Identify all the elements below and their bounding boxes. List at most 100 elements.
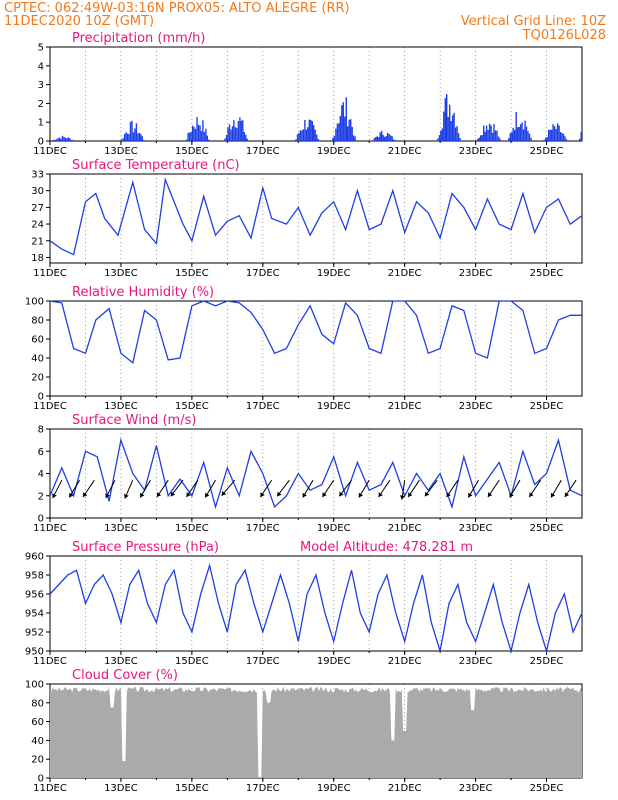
wind-arrow-head (124, 493, 129, 499)
x-tick-label: 15DEC (175, 401, 209, 412)
panel-5: Surface Pressure (hPa) Model Altitude: 47… (25, 540, 583, 667)
panel-3: Relative Humidity (%) 0 20 40 60 80 100 11DEC 13… (25, 285, 583, 412)
x-tick-label: 25DEC (530, 268, 564, 279)
precip-bar (528, 133, 531, 141)
precip-bar (194, 128, 197, 141)
precip-bar (305, 129, 308, 141)
x-tick-label: 15DEC (175, 146, 209, 157)
precip-bar (314, 129, 316, 141)
y-tick-label: 27 (31, 203, 44, 214)
precip-bar (317, 139, 319, 141)
precip-bar (438, 135, 441, 141)
precip-bar (203, 132, 206, 141)
x-tick-label: 23DEC (459, 268, 493, 279)
series-line (49, 437, 583, 510)
precip-bar (378, 137, 380, 141)
x-tick-label: 23DEC (459, 146, 493, 157)
y-tick-label: 21 (31, 236, 44, 247)
precip-bar (511, 132, 513, 141)
cloud-area (50, 686, 582, 778)
precip-bar (348, 119, 350, 141)
precip-bar (72, 139, 74, 141)
precip-bar (548, 129, 550, 141)
precip-bar (239, 117, 241, 141)
y-tick-label: 952 (25, 628, 44, 639)
panel-4: Surface Wind (m/s) 0 2 4 6 8 11DEC 13DEC 15DEC 17… (33, 413, 583, 534)
wind-arrow-head (322, 492, 327, 497)
x-tick-label: 13DEC (104, 146, 138, 157)
precip-bar (66, 138, 68, 141)
x-tick-label: 17DEC (246, 523, 280, 534)
precip-bar (208, 139, 210, 141)
precip-bar (556, 123, 559, 141)
precip-bar (373, 138, 375, 141)
precip-bar (310, 119, 312, 141)
precip-bar (558, 125, 560, 141)
x-tick-label: 15DEC (175, 656, 209, 667)
x-tick-label: 25DEC (530, 783, 564, 794)
precip-bar (351, 126, 353, 141)
x-tick-label: 13DEC (104, 523, 138, 534)
y-tick-label: 958 (25, 571, 44, 582)
precip-bar (231, 126, 234, 141)
precip-bar (481, 135, 483, 141)
precip-bar (490, 125, 492, 141)
x-tick-label: 15DEC (175, 783, 209, 794)
precip-bar (499, 138, 501, 141)
precip-bar (379, 132, 381, 141)
y-tick-label: 4 (38, 61, 44, 72)
precip-bar (304, 120, 306, 141)
precip-bar (335, 128, 337, 141)
precip-bar (58, 137, 61, 141)
y-tick-label: 950 (25, 647, 44, 658)
x-tick-label: 19DEC (317, 401, 351, 412)
wind-arrow-head (339, 491, 344, 497)
wind-arrow-head (140, 492, 145, 498)
precip-bar (301, 130, 303, 141)
x-tick-label: 11DEC (33, 268, 67, 279)
precip-bar (551, 129, 553, 141)
precip-bar (193, 127, 195, 141)
x-tick-label: 11DEC (33, 656, 67, 667)
y-tick-label: 1 (38, 118, 44, 129)
precip-bar (140, 134, 142, 141)
y-tick-label: 954 (25, 609, 44, 620)
x-tick-label: 13DEC (104, 268, 138, 279)
x-tick-label: 21DEC (388, 401, 422, 412)
precip-bar (123, 134, 126, 141)
y-tick-label: 0 (38, 392, 44, 403)
header-grid-note: Vertical Grid Line: 10Z (461, 14, 606, 29)
y-tick-label: 0 (38, 514, 44, 525)
precip-bar (553, 126, 556, 141)
x-tick-label: 11DEC (33, 523, 67, 534)
precip-bar (187, 132, 189, 141)
precip-bar (543, 139, 545, 141)
precip-bar (338, 123, 340, 141)
wind-arrow-head (468, 492, 473, 498)
precip-bar (129, 122, 132, 141)
panel-frame (49, 300, 583, 397)
precip-bar (478, 137, 480, 141)
precip-bar (186, 139, 188, 141)
precip-bar (299, 130, 302, 141)
chart-header: CPTEC: 062:49W-03:16N PROX05: ALTO ALEGR… (4, 1, 606, 43)
series-line (49, 563, 583, 654)
y-tick-label: 40 (31, 736, 44, 747)
precip-bar (307, 127, 309, 141)
header-station: CPTEC: 062:49W-03:16N PROX05: ALTO ALEGR… (4, 1, 350, 16)
wind-arrow-head (529, 492, 534, 497)
precip-bar (552, 124, 554, 141)
precip-bar (459, 138, 461, 141)
precip-bar (452, 115, 454, 141)
precip-bar (230, 129, 232, 141)
precip-bar (332, 137, 334, 141)
precip-bar (381, 130, 383, 141)
y-tick-label: 40 (31, 354, 44, 365)
precip-bar (441, 128, 443, 141)
precip-bar (53, 139, 55, 141)
precip-bar (345, 97, 347, 141)
wind-arrow-head (52, 493, 57, 499)
x-tick-label: 17DEC (246, 401, 280, 412)
precip-bar (546, 137, 548, 141)
precip-bar (143, 139, 145, 141)
